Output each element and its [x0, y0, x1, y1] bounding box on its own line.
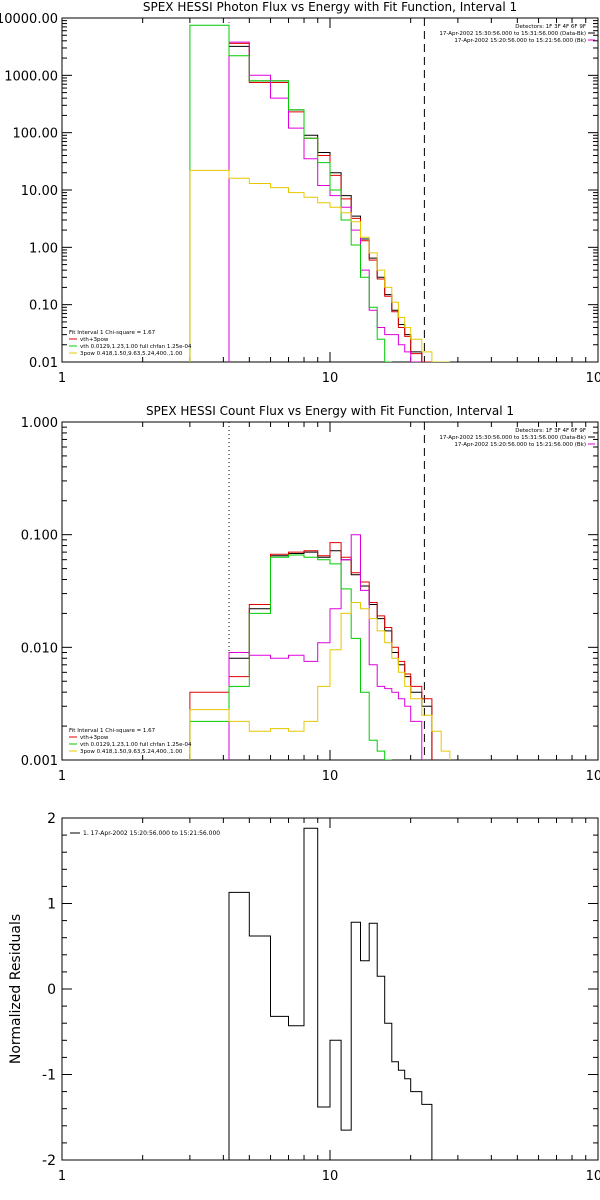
y-tick-label: 1	[47, 897, 56, 913]
y-tick-label: 1000.00	[4, 69, 58, 84]
plot-frame	[61, 817, 599, 1161]
y-tick-label: 10.00	[21, 184, 58, 199]
x-tick-label: 1	[58, 1169, 66, 1184]
x-tick-label: 10	[322, 769, 339, 784]
y-tick-label: 0.010	[21, 641, 58, 656]
y-tick-label: 2	[47, 811, 56, 827]
legend-bottom-left-line: Fit Interval 1 Chi-square = 1.67	[69, 330, 156, 336]
legend-top-right-line: 17-Apr-2002 15:20:56.000 to 15:21:56.000…	[454, 38, 586, 44]
plot-area	[189, 18, 450, 362]
chart-1: SPEX HESSI Photon Flux vs Energy with Fi…	[0, 0, 600, 386]
y-tick-label: 1.000	[21, 416, 58, 431]
series-3pow	[189, 169, 450, 362]
y-tick-label: 0.001	[21, 754, 58, 769]
series-bk	[228, 534, 423, 760]
y-tick-label: 100.00	[13, 127, 59, 142]
y-tick-label: -1	[42, 1068, 56, 1084]
series-residuals	[228, 827, 433, 1160]
chart-title: SPEX HESSI Count Flux vs Energy with Fit…	[146, 404, 514, 418]
legend-top-right-line: 17-Apr-2002 15:30:56.000 to 15:31:56.000…	[439, 435, 586, 441]
legend-bottom-left-line: 3pow 0.418,1.50,9.63,5.24,400.,1.00	[80, 749, 183, 755]
y-tick-label: 0.100	[21, 529, 58, 544]
legend-top-right-line: 17-Apr-2002 15:30:56.000 to 15:31:56.000…	[439, 31, 586, 37]
x-tick-label: 10	[322, 371, 339, 386]
legend-top-left-line: 1. 17-Apr-2002 15:20:56.000 to 15:21:56.…	[83, 830, 220, 837]
y-tick-label: -2	[42, 1153, 56, 1169]
legend-bottom-left-line: vth+3pow	[80, 337, 109, 343]
legend-top-right-line: Detectors: 1F 3F 4F 6F 9F	[515, 24, 586, 30]
chart-title: SPEX HESSI Photon Flux vs Energy with Fi…	[143, 0, 517, 14]
legend-bottom-left-line: vth 0.0129,1.23,1.00 full chfan 1.25e-04	[80, 344, 192, 350]
x-tick-label: 1	[58, 371, 66, 386]
plot-area	[228, 827, 433, 1160]
plot-area	[189, 422, 451, 760]
series-3pow	[189, 602, 451, 760]
legend-bottom-left-line: 3pow 0.418,1.50,9.63,5.24,400.,1.00	[80, 351, 183, 357]
legend-top-right-line: 17-Apr-2002 15:20:56.000 to 15:21:56.000…	[454, 442, 586, 448]
plot-frame	[61, 421, 599, 761]
y-tick-label: 0.10	[29, 299, 58, 314]
x-tick-label: 1	[58, 769, 66, 784]
x-tick-label: 100	[586, 769, 600, 784]
x-tick-label: 100	[586, 371, 600, 386]
legend-bottom-left-line: Fit Interval 1 Chi-square = 1.67	[69, 728, 156, 734]
legend-bottom-left-line: vth 0.0129,1.23,1.00 full chfan 1.25e-04	[80, 742, 192, 748]
series-vth-3pow	[189, 542, 433, 760]
series-vth	[189, 554, 392, 760]
series-bk	[228, 41, 422, 362]
y-tick-label: 10000.00	[0, 12, 58, 27]
y-axis-label: Normalized Residuals	[8, 914, 24, 1064]
legend-bottom-left-line: vth+3pow	[80, 735, 109, 741]
chart-3: 1 10 100 -2 -1 0 1 2 Normalized Residuals 1. 17-A…	[8, 811, 600, 1184]
y-tick-label: 0.01	[29, 356, 58, 371]
y-tick-label: 1.00	[29, 241, 58, 256]
y-tick-label: 0	[47, 982, 56, 998]
legend-top-right-line: Detectors: 1F 3F 4F 6F 9F	[515, 428, 586, 434]
series-vth	[189, 24, 392, 362]
x-tick-label: 100	[586, 1169, 600, 1184]
x-tick-label: 10	[322, 1169, 339, 1184]
chart-2: SPEX HESSI Count Flux vs Energy with Fit…	[21, 404, 600, 784]
